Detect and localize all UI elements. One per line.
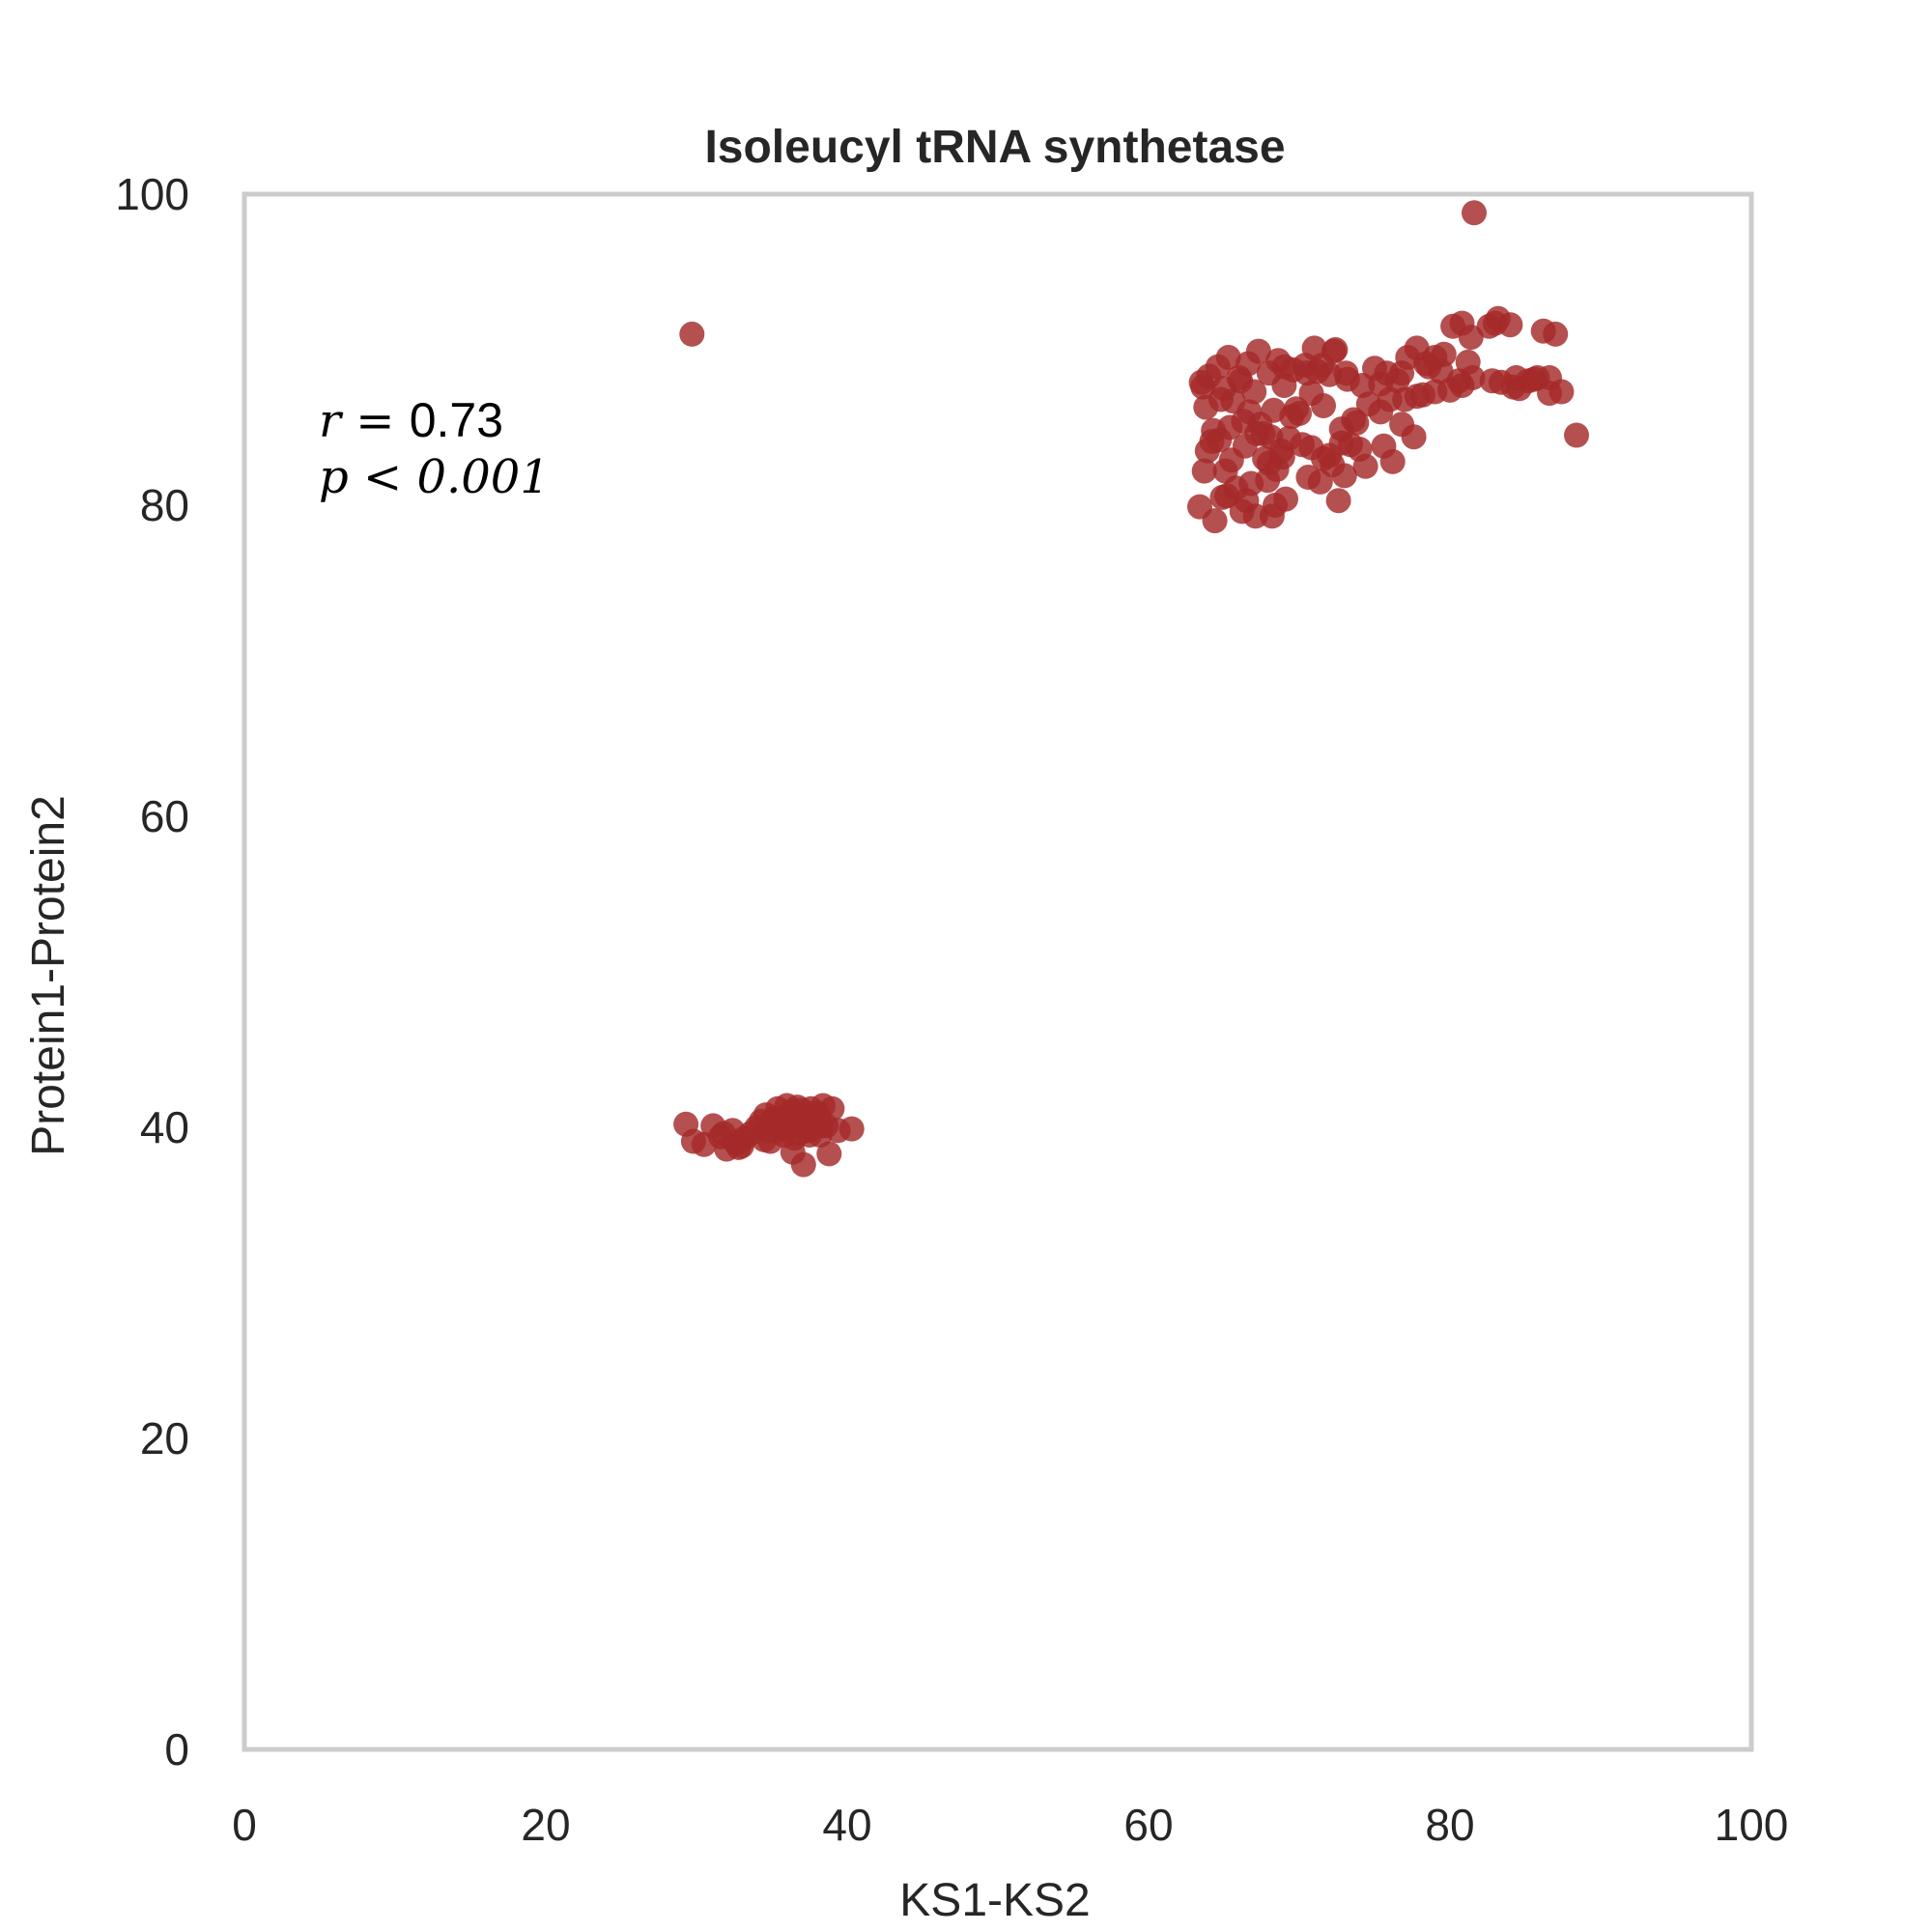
x-axis-label: KS1-KS2 [899,1875,1090,1926]
data-point [1311,393,1336,418]
data-point [1190,374,1216,400]
x-tick-label: 20 [521,1800,570,1850]
data-point [1208,386,1234,412]
data-point [1228,368,1254,394]
data-point [1255,468,1281,494]
data-point [1503,365,1529,390]
data-point [1202,508,1228,534]
data-point [1482,310,1508,336]
x-tick-label: 40 [822,1800,871,1850]
r-annotation: r = 0.73 [319,393,503,448]
data-point [1416,354,1442,380]
y-tick-label: 40 [140,1102,189,1152]
y-tick-label: 60 [140,791,189,841]
data-point [809,1113,835,1139]
y-tick-label: 20 [140,1413,189,1463]
data-point [755,1118,781,1144]
data-point [1244,420,1270,446]
data-point [1401,424,1427,450]
data-point [723,1130,749,1156]
data-point [1462,200,1487,226]
data-point [1331,463,1357,489]
data-point [1458,325,1484,351]
data-points [673,200,1589,1178]
data-point [1449,373,1475,398]
data-point [1455,349,1481,375]
data-point [816,1141,842,1167]
data-point [1325,488,1351,514]
y-tick-label: 100 [115,169,189,219]
data-point [1543,321,1569,347]
data-point [1245,338,1271,364]
data-point [1368,371,1394,397]
y-tick-labels: 0 20 40 60 80 100 [115,169,189,1775]
chart-title: Isoleucyl tRNA synthetase [704,122,1285,173]
data-point [1352,453,1378,479]
r-value: 0.73 [410,393,503,447]
x-tick-labels: 0 20 40 60 80 100 [232,1800,1788,1850]
data-point [790,1151,816,1178]
plot-frame [242,191,1754,1752]
data-point [838,1116,865,1142]
data-point [1298,435,1324,461]
data-point [1263,493,1288,518]
data-point [784,1094,810,1121]
data-point [781,1125,808,1151]
x-tick-label: 100 [1715,1800,1789,1850]
data-point [1321,338,1347,364]
x-tick-label: 80 [1425,1800,1474,1850]
data-point [1371,433,1397,459]
data-point [1215,345,1241,370]
x-tick-label: 60 [1123,1800,1173,1850]
data-point [1564,422,1589,448]
data-point [1207,427,1233,453]
data-point [1283,396,1309,422]
data-point [1328,430,1354,456]
y-tick-label: 0 [164,1724,189,1775]
data-point [1271,354,1297,380]
data-point [1537,381,1562,407]
data-point [1389,360,1415,386]
data-point [1191,458,1217,484]
p-annotation: p < 0.001 [319,450,550,504]
r-label: r = [319,394,410,448]
data-point [1404,384,1430,410]
data-point [1344,410,1370,436]
x-tick-label: 0 [232,1800,257,1850]
y-tick-label: 80 [140,480,189,530]
y-axis-label: Protein1-Protein2 [23,795,74,1156]
data-point [679,321,705,347]
data-point [1223,475,1249,501]
